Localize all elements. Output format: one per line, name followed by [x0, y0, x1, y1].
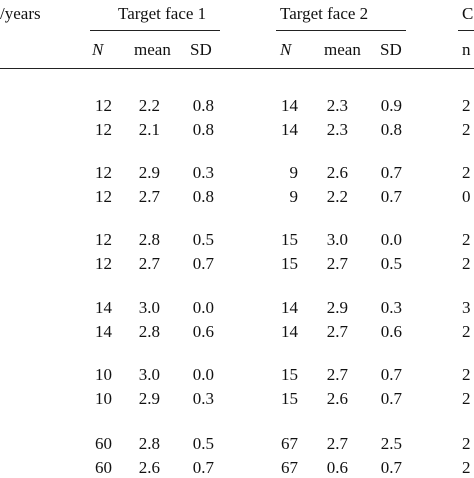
cell-mean-face1: 3.0	[138, 365, 160, 384]
cell-mean-face2: 2.7	[326, 254, 348, 273]
cell-n-face2: 67	[281, 434, 298, 453]
subheader-n-1: N	[92, 40, 104, 59]
cell-mean-face1: 2.9	[138, 389, 160, 408]
cell-sd-face1: 0.5	[192, 230, 214, 249]
cell-n-face2: 15	[281, 254, 298, 273]
cell-mean-face1: 2.1	[138, 120, 160, 139]
cell-mean-face1: 2.8	[138, 322, 160, 341]
cell-partial: 2	[462, 96, 471, 115]
cell-n-face1: 60	[95, 434, 112, 453]
subheader-sd-2: SD	[380, 40, 402, 59]
cell-n-face2: 15	[281, 389, 298, 408]
cell-n-face1: 12	[95, 187, 112, 206]
group-rule-1	[90, 30, 220, 31]
cell-n-face2: 14	[281, 298, 298, 317]
cell-partial: 2	[462, 254, 471, 273]
group-rule-2	[276, 30, 406, 31]
cell-partial: 2	[462, 120, 471, 139]
cell-mean-face1: 3.0	[138, 298, 160, 317]
cell-n-face1: 12	[95, 254, 112, 273]
cell-n-face2: 15	[281, 365, 298, 384]
cell-partial: 2	[462, 230, 471, 249]
cell-n-face1: 10	[95, 365, 112, 384]
cell-partial: 2	[462, 163, 471, 182]
cell-partial: 2	[462, 458, 471, 477]
cell-mean-face2: 0.6	[326, 458, 348, 477]
cell-n-face1: 12	[95, 96, 112, 115]
cell-sd-face2: 0.7	[380, 365, 402, 384]
header-bottom-rule	[0, 68, 474, 69]
cell-partial: 2	[462, 389, 471, 408]
cell-sd-face2: 0.7	[380, 458, 402, 477]
cell-sd-face2: 0.9	[380, 96, 402, 115]
cell-sd-face2: 0.7	[380, 187, 402, 206]
cell-partial: 2	[462, 365, 471, 384]
cell-n-face2: 9	[289, 187, 299, 206]
group-rule-3	[458, 30, 474, 31]
cell-sd-face1: 0.7	[192, 254, 214, 273]
subheader-partial: n	[462, 40, 471, 59]
cell-mean-face1: 2.9	[138, 163, 160, 182]
cell-mean-face1: 2.2	[138, 96, 160, 115]
cell-n-face1: 14	[95, 298, 112, 317]
cell-mean-face1: 2.8	[138, 434, 160, 453]
cell-mean-face2: 2.9	[326, 298, 348, 317]
cell-n-face1: 10	[95, 389, 112, 408]
cell-n-face2: 15	[281, 230, 298, 249]
cell-n-face2: 9	[289, 163, 299, 182]
cell-sd-face2: 2.5	[380, 434, 402, 453]
cell-mean-face1: 2.8	[138, 230, 160, 249]
cell-n-face1: 14	[95, 322, 112, 341]
cell-mean-face2: 2.6	[326, 163, 348, 182]
cell-partial: 2	[462, 434, 471, 453]
cell-mean-face2: 2.3	[326, 120, 348, 139]
cell-n-face2: 14	[281, 322, 298, 341]
cell-sd-face1: 0.3	[192, 163, 214, 182]
cell-n-face2: 14	[281, 96, 298, 115]
cell-partial: 3	[462, 298, 471, 317]
cell-mean-face2: 2.2	[326, 187, 348, 206]
cell-sd-face2: 0.6	[380, 322, 402, 341]
group-header-target-face-1: Target face 1	[118, 4, 207, 23]
column-header-age: /years	[0, 4, 41, 23]
cell-sd-face1: 0.6	[192, 322, 214, 341]
group-header-target-face-2: Target face 2	[280, 4, 369, 23]
cell-n-face1: 12	[95, 230, 112, 249]
cell-mean-face2: 3.0	[326, 230, 348, 249]
cell-sd-face2: 0.5	[380, 254, 402, 273]
cell-sd-face1: 0.8	[192, 187, 214, 206]
cell-sd-face1: 0.3	[192, 389, 214, 408]
cell-mean-face1: 2.7	[138, 187, 160, 206]
cell-sd-face1: 0.0	[192, 365, 214, 384]
cell-sd-face1: 0.0	[192, 298, 214, 317]
cell-sd-face1: 0.8	[192, 96, 214, 115]
cell-mean-face2: 2.7	[326, 434, 348, 453]
cell-sd-face1: 0.7	[192, 458, 214, 477]
cell-n-face1: 12	[95, 163, 112, 182]
cell-n-face2: 67	[281, 458, 298, 477]
cell-mean-face1: 2.6	[138, 458, 160, 477]
subheader-sd-1: SD	[190, 40, 212, 59]
cell-sd-face1: 0.5	[192, 434, 214, 453]
cell-sd-face2: 0.7	[380, 163, 402, 182]
subheader-mean-2: mean	[324, 40, 361, 59]
cell-mean-face2: 2.7	[326, 365, 348, 384]
cell-n-face1: 60	[95, 458, 112, 477]
cell-sd-face2: 0.7	[380, 389, 402, 408]
cell-partial: 2	[462, 322, 471, 341]
cell-sd-face1: 0.8	[192, 120, 214, 139]
cell-sd-face2: 0.0	[380, 230, 402, 249]
subheader-mean-1: mean	[134, 40, 171, 59]
subheader-n-2: N	[280, 40, 292, 59]
cell-n-face1: 12	[95, 120, 112, 139]
cell-n-face2: 14	[281, 120, 298, 139]
cell-partial: 0	[462, 187, 471, 206]
cell-mean-face1: 2.7	[138, 254, 160, 273]
cell-sd-face2: 0.3	[380, 298, 402, 317]
cell-sd-face2: 0.8	[380, 120, 402, 139]
cell-mean-face2: 2.3	[326, 96, 348, 115]
cell-mean-face2: 2.6	[326, 389, 348, 408]
group-header-partial: C	[462, 4, 474, 23]
cell-mean-face2: 2.7	[326, 322, 348, 341]
